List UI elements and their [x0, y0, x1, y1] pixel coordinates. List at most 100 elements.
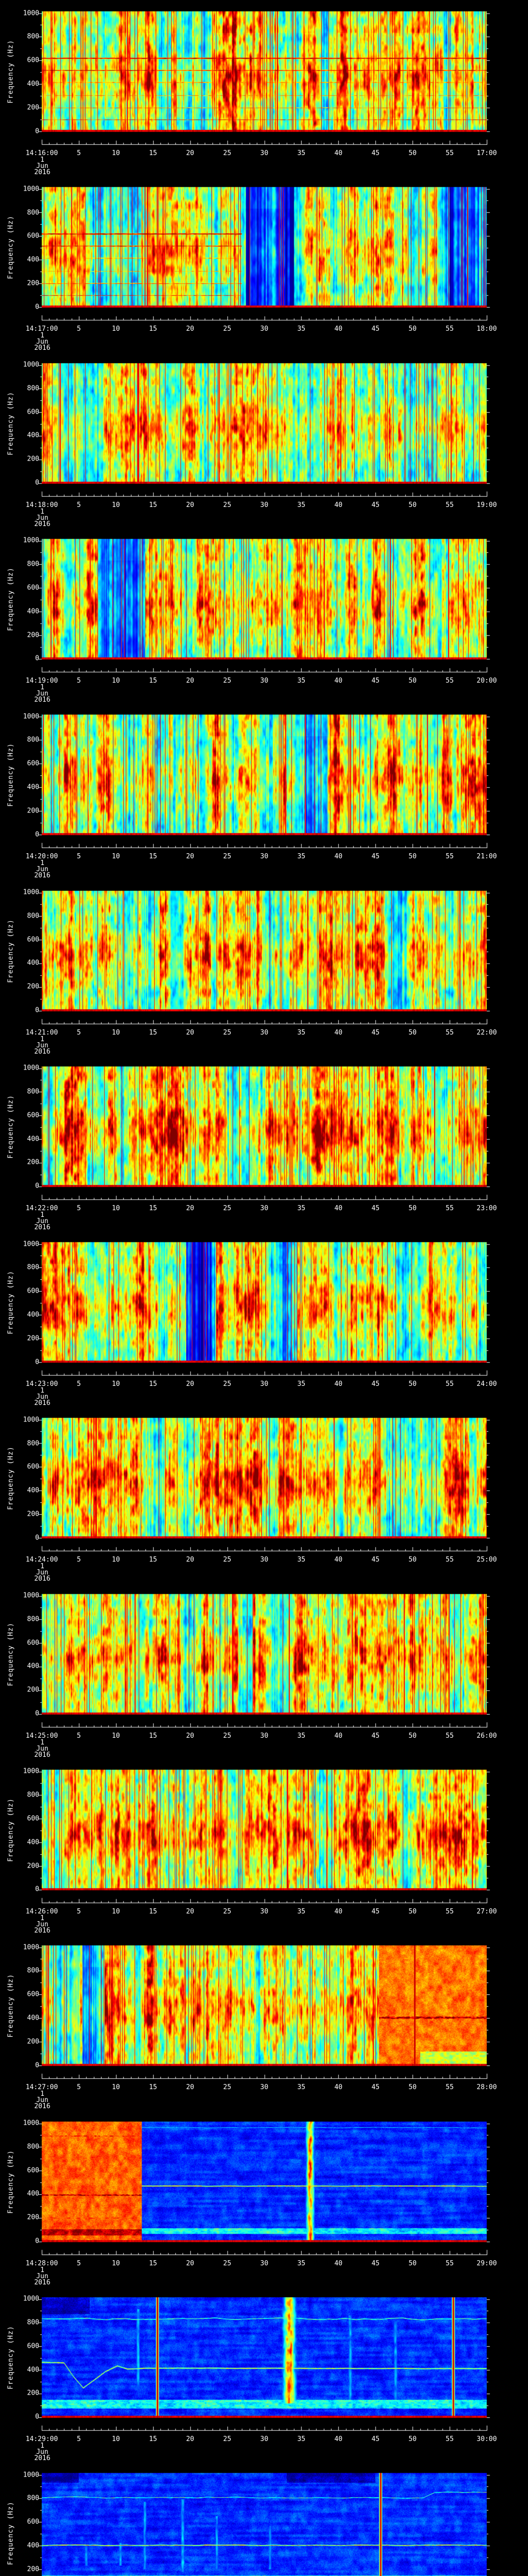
x-tick-label: 30 — [260, 853, 269, 861]
x-end-time-label: 17:00 — [476, 149, 497, 157]
x-tick-label: 10 — [111, 501, 120, 509]
x-tick-label: 25 — [223, 1907, 232, 1916]
y-tick-label: 600 — [27, 1111, 39, 1120]
x-tick-label: 5 — [76, 1380, 81, 1388]
x-tick-label: 50 — [408, 325, 417, 333]
spectrogram-panel: Frequency (Hz) 0 200 400 600 800 1000 14:19:00 5… — [0, 527, 528, 704]
y-tick-label: 600 — [27, 1990, 39, 1998]
date-line: Jun — [36, 689, 48, 698]
spectrogram-canvas — [0, 1934, 528, 2111]
y-tick-label: 1000 — [23, 2295, 39, 2303]
x-tick-label: 20 — [186, 1028, 194, 1037]
x-tick-label: 10 — [111, 2259, 120, 2267]
spectrogram-canvas — [0, 1406, 528, 1583]
x-tick-label: 45 — [371, 1907, 380, 1916]
spectrogram-panel: Frequency (Hz) 0 200 400 600 800 1000 14:21:00 5… — [0, 879, 528, 1056]
x-tick-label: 40 — [334, 676, 343, 685]
x-tick-label: 35 — [297, 501, 306, 509]
y-axis-label: Frequency (Hz) — [7, 1974, 15, 2038]
spectrogram-panel: Frequency (Hz) 0 200 400 600 800 1000 14:25:00 5… — [0, 1582, 528, 1759]
date-line: 2016 — [34, 2454, 51, 2462]
y-tick-label: 600 — [27, 2166, 39, 2175]
spectrogram-canvas — [0, 0, 528, 176]
x-tick-label: 25 — [223, 2435, 232, 2443]
x-tick-label: 30 — [260, 2435, 269, 2443]
date-line: 1 — [40, 2266, 44, 2274]
x-tick-label: 15 — [148, 1907, 157, 1916]
x-start-time-label: 14:17:00 — [25, 325, 58, 333]
y-tick-label: 600 — [27, 584, 39, 592]
x-tick-label: 15 — [148, 2083, 157, 2092]
x-end-time-label: 27:00 — [476, 1907, 497, 1916]
x-tick-label: 5 — [76, 1204, 81, 1212]
x-end-time-label: 26:00 — [476, 1732, 497, 1740]
x-tick-label: 55 — [446, 325, 454, 333]
x-tick-label: 30 — [260, 325, 269, 333]
x-end-time-label: 20:00 — [476, 676, 497, 685]
x-tick-label: 15 — [148, 2259, 157, 2267]
y-tick-label: 1000 — [23, 2471, 39, 2479]
x-tick-label: 20 — [186, 501, 194, 509]
spectrogram-canvas — [0, 1055, 528, 1231]
y-axis-label: Frequency (Hz) — [7, 1622, 15, 1686]
x-tick-label: 50 — [408, 853, 417, 861]
y-tick-label: 400 — [27, 1311, 39, 1319]
date-line: 2016 — [34, 520, 51, 528]
x-start-time-label: 14:28:00 — [25, 2259, 58, 2267]
y-tick-label: 600 — [27, 936, 39, 944]
y-tick-label: 400 — [27, 959, 39, 967]
y-tick-label: 400 — [27, 2014, 39, 2022]
x-tick-label: 25 — [223, 1204, 232, 1212]
x-tick-label: 25 — [223, 501, 232, 509]
x-tick-label: 55 — [446, 1907, 454, 1916]
x-tick-label: 20 — [186, 1907, 194, 1916]
y-tick-label: 0 — [35, 479, 39, 487]
y-axis-label: Frequency (Hz) — [7, 567, 15, 631]
y-tick-label: 800 — [27, 1791, 39, 1799]
y-tick-label: 200 — [27, 982, 39, 991]
y-axis-label: Frequency (Hz) — [7, 1270, 15, 1334]
date-line: Jun — [36, 2448, 48, 2456]
y-tick-label: 400 — [27, 1486, 39, 1495]
y-tick-label: 600 — [27, 1639, 39, 1647]
x-tick-label: 15 — [148, 2435, 157, 2443]
x-tick-label: 35 — [297, 1556, 306, 1564]
y-tick-label: 1000 — [23, 1416, 39, 1424]
date-line: 2016 — [34, 1575, 51, 1583]
spectrogram-panel: Frequency (Hz) 0 200 400 600 800 1000 14:27:00 5… — [0, 1934, 528, 2111]
x-tick-label: 10 — [111, 1732, 120, 1740]
date-line: 2016 — [34, 872, 51, 880]
x-tick-label: 45 — [371, 676, 380, 685]
x-tick-label: 10 — [111, 1556, 120, 1564]
date-line: 1 — [40, 1738, 44, 1747]
x-tick-label: 40 — [334, 2435, 343, 2443]
y-axis-label: Frequency (Hz) — [7, 919, 15, 983]
date-line: 1 — [40, 1387, 44, 1395]
date-line: Jun — [36, 1393, 48, 1401]
y-tick-label: 0 — [35, 2061, 39, 2070]
y-tick-label: 800 — [27, 1263, 39, 1272]
y-tick-label: 600 — [27, 2342, 39, 2350]
y-tick-label: 200 — [27, 1862, 39, 1870]
x-tick-label: 30 — [260, 149, 269, 157]
x-tick-label: 15 — [148, 853, 157, 861]
x-end-time-label: 29:00 — [476, 2259, 497, 2267]
x-end-time-label: 23:00 — [476, 1204, 497, 1212]
spectrogram-canvas — [0, 176, 528, 352]
y-tick-label: 0 — [35, 1534, 39, 1542]
y-tick-label: 800 — [27, 209, 39, 217]
y-axis-label: Frequency (Hz) — [7, 40, 15, 104]
y-tick-label: 200 — [27, 807, 39, 815]
x-tick-label: 5 — [76, 1907, 81, 1916]
x-tick-label: 40 — [334, 325, 343, 333]
spectrogram-canvas — [0, 703, 528, 880]
x-tick-label: 55 — [446, 1028, 454, 1037]
x-tick-label: 25 — [223, 2083, 232, 2092]
x-tick-label: 55 — [446, 2435, 454, 2443]
date-line: Jun — [36, 514, 48, 522]
x-tick-label: 35 — [297, 325, 306, 333]
y-tick-label: 800 — [27, 1088, 39, 1096]
x-tick-label: 55 — [446, 1380, 454, 1388]
x-tick-label: 20 — [186, 676, 194, 685]
y-axis-label: Frequency (Hz) — [7, 1446, 15, 1511]
